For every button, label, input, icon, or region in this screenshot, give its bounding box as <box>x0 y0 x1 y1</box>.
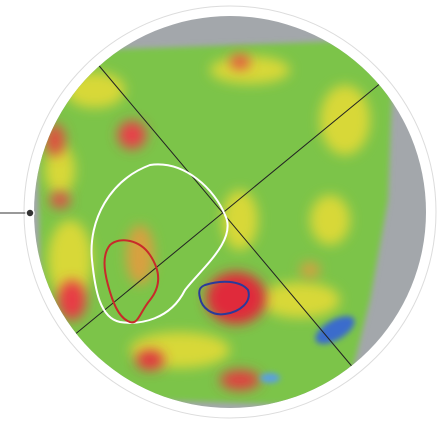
blue-contour <box>198 280 250 316</box>
diagonal-line <box>61 81 383 346</box>
callout-dot <box>25 208 35 218</box>
red-patches <box>45 55 320 390</box>
heatmap <box>38 40 392 405</box>
red-contour <box>103 239 160 324</box>
blue-patch <box>260 316 355 383</box>
white-contour <box>90 163 229 324</box>
